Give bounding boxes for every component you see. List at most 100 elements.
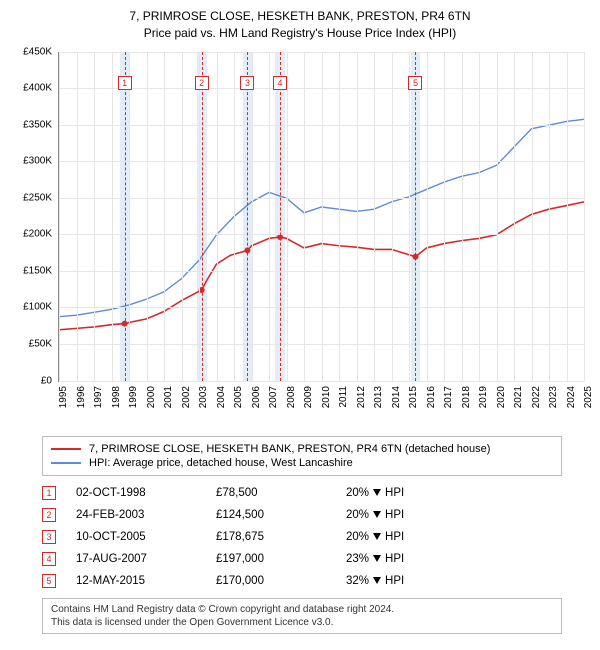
sale-diff: 20% HPI [346, 509, 404, 521]
sale-price: £78,500 [216, 487, 346, 499]
sale-price: £197,000 [216, 553, 346, 565]
y-tick-label: £200K [23, 229, 52, 240]
x-axis-labels: 1995199619971998199920002001200220032004… [58, 384, 584, 428]
footnote-line-1: Contains HM Land Registry data © Crown c… [51, 603, 553, 616]
sale-date: 10-OCT-2005 [76, 531, 216, 543]
arrow-down-icon [373, 511, 381, 518]
sale-diff-label: HPI [385, 509, 404, 521]
y-axis-labels: £0£50K£100K£150K£200K£250K£300K£350K£400… [10, 52, 56, 382]
sale-row-marker: 4 [42, 552, 56, 566]
sale-diff-pct: 32% [346, 575, 369, 587]
chart: £0£50K£100K£150K£200K£250K£300K£350K£400… [10, 48, 590, 428]
sale-row: 1 02-OCT-1998£78,50020% HPI [42, 482, 562, 504]
x-tick-label: 2009 [303, 386, 314, 408]
sale-date: 24-FEB-2003 [76, 509, 216, 521]
y-tick-label: £300K [23, 156, 52, 167]
legend-swatch-property [51, 448, 81, 450]
sale-diff-pct: 23% [346, 553, 369, 565]
sale-diff: 23% HPI [346, 553, 404, 565]
legend-swatch-hpi [51, 462, 81, 464]
page-container: 7, PRIMROSE CLOSE, HESKETH BANK, PRESTON… [0, 0, 600, 640]
sale-row-marker: 1 [42, 486, 56, 500]
sale-diff-label: HPI [385, 575, 404, 587]
x-tick-label: 2020 [496, 386, 507, 408]
y-tick-label: £150K [23, 265, 52, 276]
x-tick-label: 2013 [373, 386, 384, 408]
x-tick-label: 2000 [146, 386, 157, 408]
x-tick-label: 2001 [163, 386, 174, 408]
title-line-1: 7, PRIMROSE CLOSE, HESKETH BANK, PRESTON… [10, 8, 590, 25]
legend-label-hpi: HPI: Average price, detached house, West… [89, 457, 353, 469]
sale-price: £178,675 [216, 531, 346, 543]
legend-row-hpi: HPI: Average price, detached house, West… [51, 457, 553, 469]
arrow-down-icon [373, 533, 381, 540]
x-tick-label: 2004 [216, 386, 227, 408]
title-block: 7, PRIMROSE CLOSE, HESKETH BANK, PRESTON… [10, 8, 590, 42]
x-tick-label: 1999 [128, 386, 139, 408]
y-tick-label: £450K [23, 46, 52, 57]
sale-dash [202, 52, 203, 381]
x-tick-label: 2021 [513, 386, 524, 408]
sale-diff-pct: 20% [346, 509, 369, 521]
sale-date: 17-AUG-2007 [76, 553, 216, 565]
x-tick-label: 1997 [93, 386, 104, 408]
sale-dash [125, 52, 126, 381]
sales-table: 102-OCT-1998£78,50020%HPI224-FEB-2003£12… [42, 482, 562, 592]
sale-diff: 32% HPI [346, 575, 404, 587]
sale-price: £170,000 [216, 575, 346, 587]
sale-row: 2 24-FEB-2003£124,50020% HPI [42, 504, 562, 526]
x-tick-label: 2005 [233, 386, 244, 408]
y-tick-label: £0 [41, 375, 52, 386]
sale-price: £124,500 [216, 509, 346, 521]
x-tick-label: 2014 [391, 386, 402, 408]
sale-date: 12-MAY-2015 [76, 575, 216, 587]
sale-row-marker: 2 [42, 508, 56, 522]
sale-row-marker: 3 [42, 530, 56, 544]
arrow-down-icon [373, 577, 381, 584]
x-tick-label: 2003 [198, 386, 209, 408]
legend: 7, PRIMROSE CLOSE, HESKETH BANK, PRESTON… [42, 436, 562, 476]
x-tick-label: 1998 [111, 386, 122, 408]
sale-diff-label: HPI [385, 531, 404, 543]
sale-marker-label: 1 [118, 76, 132, 90]
sale-row: 512-MAY-2015£170,00032%HPI [42, 570, 562, 592]
sale-date: 02-OCT-1998 [76, 487, 216, 499]
y-tick-label: £250K [23, 192, 52, 203]
sale-marker-label: 5 [408, 76, 422, 90]
arrow-down-icon [373, 489, 381, 496]
sale-diff-pct: 20% [346, 531, 369, 543]
arrow-down-icon [373, 555, 381, 562]
x-tick-label: 2008 [286, 386, 297, 408]
sale-dash [247, 52, 248, 381]
sale-marker-label: 4 [273, 76, 287, 90]
x-tick-label: 2019 [478, 386, 489, 408]
x-tick-label: 1996 [76, 386, 87, 408]
x-tick-label: 2016 [426, 386, 437, 408]
y-tick-label: £100K [23, 302, 52, 313]
x-tick-label: 2025 [583, 386, 594, 408]
x-tick-label: 2006 [251, 386, 262, 408]
x-tick-label: 2011 [338, 386, 349, 408]
x-tick-label: 2015 [408, 386, 419, 408]
x-tick-label: 2012 [356, 386, 367, 408]
footnote: Contains HM Land Registry data © Crown c… [42, 598, 562, 634]
x-tick-label: 2010 [321, 386, 332, 408]
x-tick-label: 1995 [58, 386, 69, 408]
x-tick-label: 2022 [531, 386, 542, 408]
x-tick-label: 2023 [548, 386, 559, 408]
sale-diff: 20% HPI [346, 487, 404, 499]
x-tick-label: 2017 [443, 386, 454, 408]
x-tick-label: 2018 [461, 386, 472, 408]
legend-row-property: 7, PRIMROSE CLOSE, HESKETH BANK, PRESTON… [51, 443, 553, 455]
sale-dash [415, 52, 416, 381]
sale-diff-pct: 20% [346, 487, 369, 499]
sale-diff: 20% HPI [346, 531, 404, 543]
sale-marker-label: 2 [195, 76, 209, 90]
sale-dash [280, 52, 281, 381]
plot-area: 12345 [58, 52, 584, 382]
sale-diff-label: HPI [385, 553, 404, 565]
y-tick-label: £350K [23, 119, 52, 130]
title-line-2: Price paid vs. HM Land Registry's House … [10, 25, 590, 42]
sale-diff-label: HPI [385, 487, 404, 499]
y-tick-label: £50K [29, 339, 52, 350]
